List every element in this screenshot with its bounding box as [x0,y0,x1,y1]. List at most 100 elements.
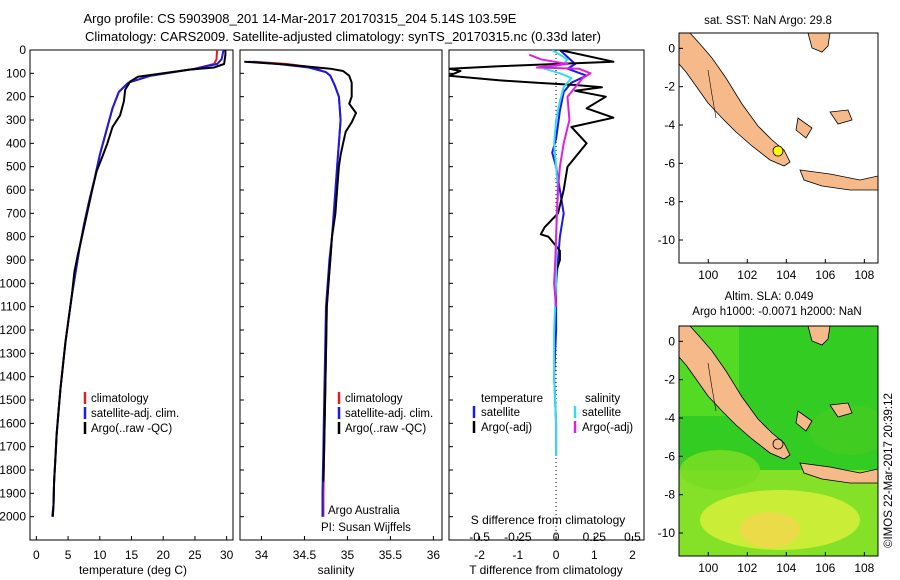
temperature-plot: 0 5 10 15 20 25 30 [33,50,234,562]
x-tick-label: 34 [255,548,269,562]
map-y-tick-label: -2 [664,373,675,387]
x-tick-label: 35 [341,548,355,562]
depth-tick-label: 1700 [0,440,26,454]
sumatra-landmass [679,33,791,167]
x-tick-label: 1 [591,548,598,562]
depth-tick-label: 300 [6,113,26,127]
s-difference-label: S difference from climatology [471,513,626,527]
belitung-island [829,402,853,418]
x-tick-label: 5 [65,548,72,562]
depth-tick-label: 700 [6,206,26,220]
map-x-tick-label: 106 [815,561,835,575]
imos-watermark: ©IMOS 22-Mar-2017 20:39:12 [883,393,895,548]
java-landmass [799,169,878,191]
depth-tick-label: 200 [6,90,26,104]
sla-map-title-line2: Argo h1000: -0.0071 h2000: NaN [692,306,861,318]
sla-map-frame [678,325,879,557]
map-y-tick-label: -6 [664,449,675,463]
figure-title-line2: Climatology: CARS2009. Satellite-adjuste… [85,29,601,44]
map-x-tick-label: 108 [854,268,874,282]
bangka-island [795,117,813,139]
series-line-satellite-adj-clim- [248,60,342,517]
diff-series-group [449,50,615,456]
s-tick-label: -0.25 [504,530,532,544]
float-location-marker [772,145,784,157]
map-x-tick-label: 102 [737,268,757,282]
salinity-legend: climatology satellite-adj. clim. Argo(..… [337,392,433,435]
legend-label-climatology: climatology [345,393,403,405]
depth-axis: 0 100 200 300 400 500 600 700 800 900 1000 1100 1200… [0,43,453,524]
legend-label-t-satellite: satellite [481,407,520,419]
map-y-tick-label: -4 [664,118,675,132]
depth-tick-label: 400 [6,136,26,150]
map-x-tick-label: 108 [854,561,874,575]
map-y-tick-label: -10 [658,233,676,247]
agency-label: Argo Australia [328,505,400,517]
temperature-legend: climatology satellite-adj. clim. Argo(..… [83,392,179,435]
map-y-tick-label: -2 [664,80,675,94]
salinity-xlabel: salinity [318,563,355,577]
sst-map-frame [678,32,879,264]
s-tick-label: -0.5 [469,530,490,544]
legend-title-salinity: salinity [585,393,620,405]
map-y-tick-label: -4 [664,411,675,425]
mentawai-islands [707,69,717,119]
depth-tick-label: 900 [6,253,26,267]
series-line-argo-raw-qc- [244,60,357,482]
series-line-climatology [51,50,219,517]
salinity-panel-frame [239,49,443,541]
malay-peninsula [807,33,831,53]
depth-tick-label: 1500 [0,393,26,407]
temperature-xlabel: temperature (deg C) [79,563,187,577]
s-tick-label: 0.5 [624,530,641,544]
legend-title-temperature: temperature [481,393,543,405]
series-line-argo-raw-qc- [51,50,227,517]
sst-map-axes: 100 102 104 106 108 0 -2 -4 -6 -8 -10 [658,41,875,282]
sla-map-title-line1: Altim. SLA: 0.049 [725,291,814,303]
depth-tick-label: 1800 [0,463,26,477]
salinity-plot: 34 34.5 35 35.5 36 [244,60,441,562]
figure-title-line1: Argo profile: CS 5903908_201 14-Mar-2017… [84,11,517,26]
series-line-s-argo-adj- [528,53,592,307]
depth-tick-label: 2000 [0,510,26,524]
map-y-tick-label: 0 [668,334,675,348]
legend-label-satellite: satellite-adj. clim. [91,408,179,420]
depth-tick-label: 100 [6,66,26,80]
map-y-tick-label: 0 [668,41,675,55]
map-y-tick-label: -8 [664,195,675,209]
depth-tick-label: 1000 [0,276,26,290]
belitung-island [829,109,853,125]
malay-peninsula [807,326,831,346]
x-tick-label: -2 [474,548,485,562]
map-y-tick-label: -8 [664,488,675,502]
depth-tick-label: 0 [19,43,26,57]
difference-legend: temperature satellite Argo(-adj) salinit… [472,393,633,434]
depth-tick-label: 800 [6,230,26,244]
legend-label-t-argo: Argo(-adj) [481,422,532,434]
x-tick-label: 0 [553,548,560,562]
x-tick-label: 35.5 [379,548,403,562]
depth-tick-label: 1100 [0,300,26,314]
map-x-tick-label: 104 [776,561,796,575]
x-tick-label: 25 [188,548,202,562]
bangka-island [795,410,813,432]
series-line-satellite-adj-clim- [51,50,225,517]
x-tick-label: 30 [220,548,234,562]
sla-map [679,326,878,556]
depth-tick-label: 1200 [0,323,26,337]
sal-series-group [244,60,357,517]
series-line-t-argo-adj- [449,50,615,284]
depth-tick-label: 1300 [0,346,26,360]
x-tick-label: 36 [427,548,441,562]
x-tick-label: 10 [93,548,107,562]
legend-label-s-argo: Argo(-adj) [582,422,633,434]
java-landmass [799,462,878,484]
depth-tick-label: 600 [6,183,26,197]
x-tick-label: 2 [629,548,636,562]
x-tick-label: -1 [512,548,523,562]
sla-map-axes: 100 102 104 106 108 0 -2 -4 -6 -8 -10 [658,334,875,575]
x-tick-label: 0 [33,548,40,562]
depth-tick-label: 1900 [0,486,26,500]
legend-label-argo: Argo(..raw -QC) [345,423,426,435]
